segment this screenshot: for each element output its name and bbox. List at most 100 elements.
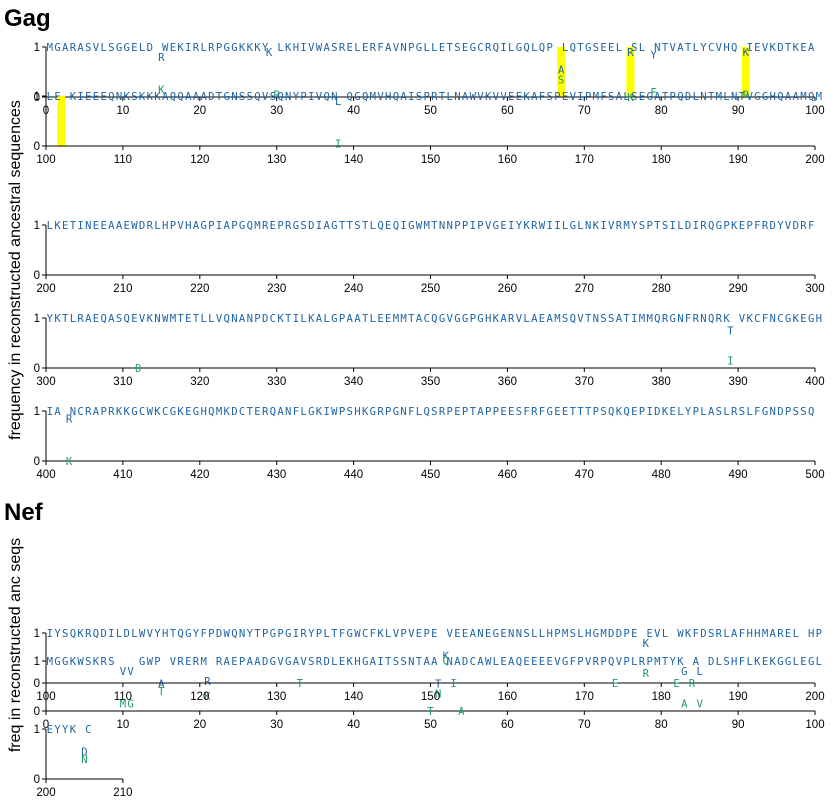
sequence-residue: G [462,313,468,325]
sequence-residue: D [777,406,783,418]
sequence-residue: G [293,220,299,232]
sequence-residue: L [562,220,568,232]
variant-residue: R [66,414,73,426]
sequence-residue: L [746,406,752,418]
sequence-residue: L [354,42,360,54]
sequence-residue: S [570,628,576,640]
variant-residue: N [435,689,441,701]
sequence-residue: H [816,313,822,325]
sequence-residue: L [531,42,537,54]
sequence-residue: P [485,406,491,418]
sequence-residue: N [400,42,406,54]
sequence-residue: P [554,91,560,103]
sequence-residue: E [631,406,637,418]
sequence-residue: L [793,628,799,640]
sequence-residue: G [185,628,191,640]
sequence-residue: R [70,42,77,54]
gag-y-axis-label: frequency in reconstructed ancestral seq… [7,100,24,440]
sequence-residue: V [170,656,177,668]
sequence-residue: V [393,628,400,640]
sequence-residue: I [400,220,406,232]
sequence-residue: R [777,628,784,640]
sequence-residue: G [477,313,483,325]
x-tick-label: 80 [655,105,668,117]
sequence-residue: N [447,220,453,232]
sequence-residue: K [116,406,123,418]
sequence-residue: A [793,91,800,103]
sequence-residue: T [416,656,423,668]
x-tick-label: 200 [36,283,55,295]
sequence-residue: F [570,656,576,668]
variant-residue: K [204,691,211,703]
sequence-residue: H [162,628,168,640]
sequence-residue: P [585,91,591,103]
sequence-residue: Q [523,42,529,54]
sequence-residue: S [85,656,91,668]
sequence-residue: P [623,628,629,640]
sequence-residue: R [662,313,669,325]
sequence-residue: L [523,313,529,325]
variant-residue: K [66,456,73,468]
sequence-residue: S [247,91,253,103]
sequence-residue: H [585,628,591,640]
sequence-residue: E [185,406,191,418]
sequence-residue: L [723,91,729,103]
sequence-residue: L [47,91,53,103]
sequence-residue: N [731,91,737,103]
y-tick-label: 1 [34,91,40,103]
x-tick-label: 360 [498,376,517,388]
sequence-residue: E [639,91,645,103]
sequence-residue: D [700,628,706,640]
x-tick-label: 300 [805,283,824,295]
sequence-residue: Q [177,628,183,640]
sequence-residue: R [593,656,600,668]
sequence-residue: F [377,42,383,54]
sequence-residue: V [477,91,484,103]
sequence-residue: S [546,91,552,103]
sequence-residue: I [554,220,560,232]
y-tick-label: 0 [34,141,40,153]
sequence-residue: W [162,313,169,325]
sequence-residue: E [546,656,552,668]
sequence-residue: Q [731,42,737,54]
variant-residue: R [274,90,281,102]
sequence-residue: H [293,42,299,54]
sequence-residue: W [331,406,338,418]
sequence-residue: L [816,656,822,668]
sequence-residue: P [208,220,214,232]
sequence-residue: P [477,220,483,232]
sequence-residue: Q [254,91,260,103]
sequence-residue: P [254,313,260,325]
sequence-residue: E [454,406,460,418]
sequence-residue: T [362,313,369,325]
sequence-residue: R [208,42,215,54]
variant-residue: K [443,651,450,663]
sequence-residue: E [100,91,106,103]
sequence-residue: M [623,220,629,232]
y-tick-label: 0 [34,92,40,104]
sequence-residue: K [662,406,669,418]
sequence-residue: Q [270,406,276,418]
sequence-residue: P [462,220,468,232]
sequence-residue: G [785,656,791,668]
sequence-residue: E [500,220,506,232]
x-tick-label: 30 [270,719,283,731]
sequence-residue: G [285,656,291,668]
sequence-residue: D [100,628,106,640]
sequence-residue: A [470,628,477,640]
sequence-residue: V [377,91,384,103]
sequence-residue: N [231,313,237,325]
variant-residue: R [627,47,634,59]
sequence-residue: N [454,91,460,103]
sequence-residue: Q [93,628,99,640]
variant-residue: V [127,666,134,678]
sequence-residue: A [477,656,484,668]
sequence-residue: P [208,628,214,640]
sequence-residue: E [670,406,676,418]
sequence-residue: D [793,220,799,232]
sequence-residue: P [723,220,729,232]
sequence-residue: F [523,406,529,418]
variant-residue: T [297,678,304,690]
sequence-residue: L [562,42,568,54]
